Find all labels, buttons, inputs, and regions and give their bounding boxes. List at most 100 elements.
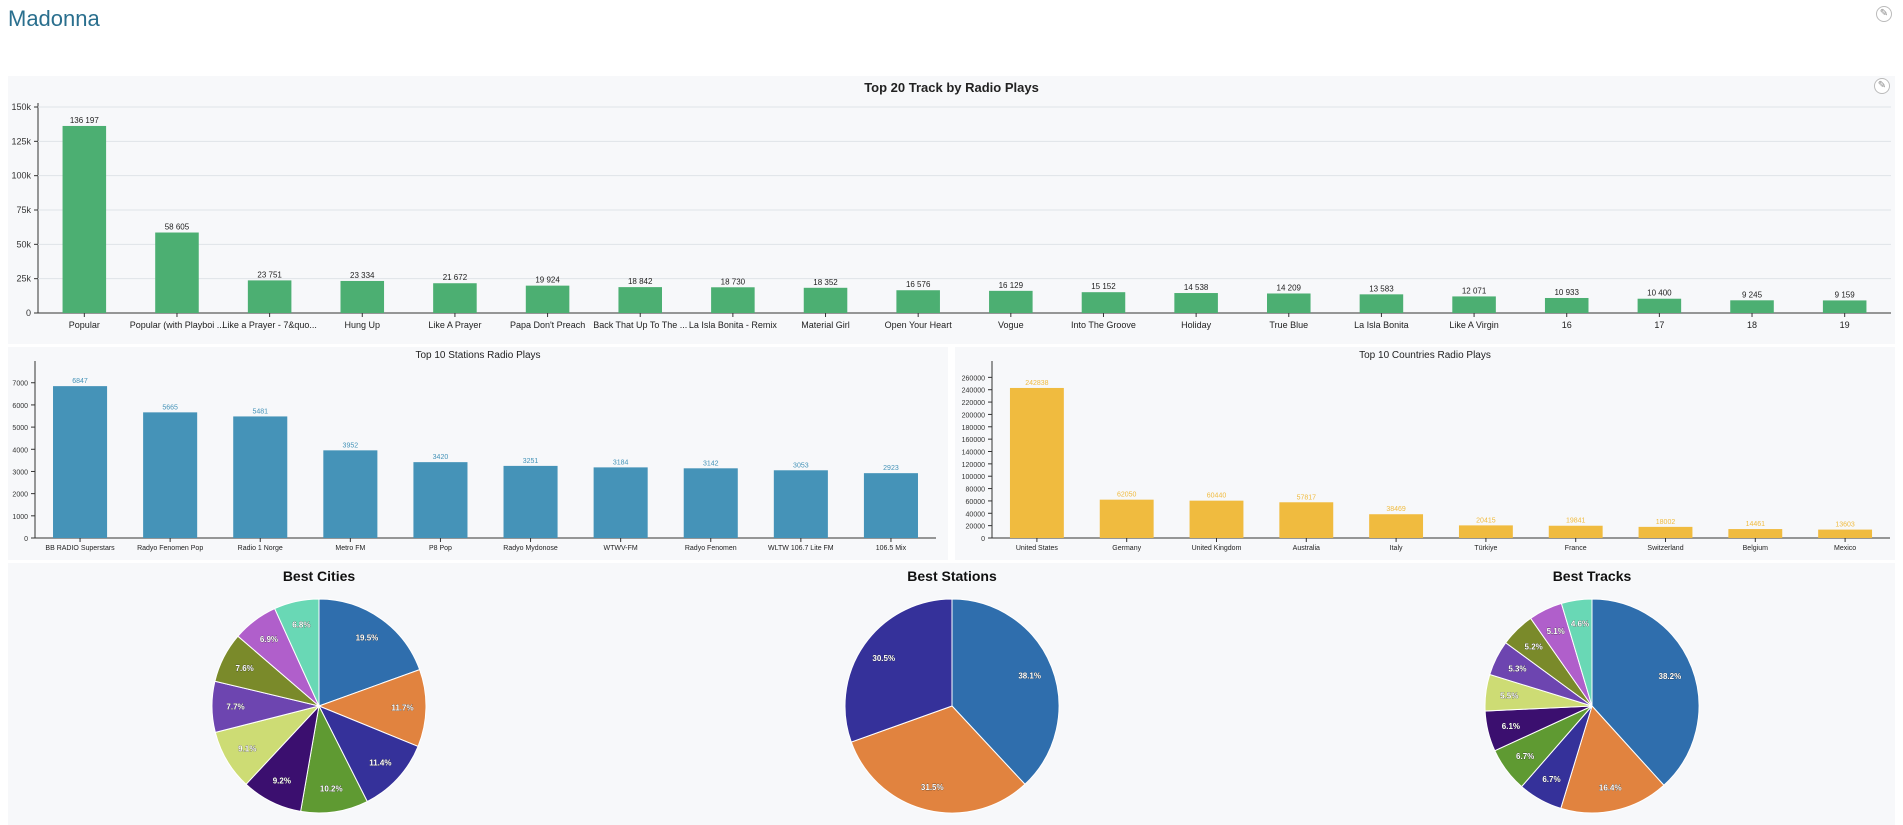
y-tick-label: 60000 bbox=[966, 499, 986, 506]
bar bbox=[1458, 525, 1513, 538]
y-tick-label: 80000 bbox=[966, 487, 986, 494]
y-tick-label: 25k bbox=[16, 274, 31, 284]
y-tick-label: 240000 bbox=[962, 388, 985, 395]
pie-slice-label: 9.1% bbox=[238, 745, 256, 754]
x-tick-label: La Isla Bonita - Remix bbox=[689, 320, 778, 330]
y-tick-label: 140000 bbox=[962, 450, 985, 457]
x-tick-label: Holiday bbox=[1181, 320, 1212, 330]
bar bbox=[863, 473, 918, 538]
bar bbox=[1730, 300, 1774, 313]
tracks-bar-chart: Top 20 Track by Radio Plays 0 25k 50k 75k 100… bbox=[11, 80, 1891, 330]
x-tick-label: Radyo Fenomen Pop bbox=[137, 545, 203, 552]
pie-slice bbox=[850, 705, 1026, 814]
stations-bar-chart: Top 10 Stations Radio Plays 0 1000 2000 3000… bbox=[12, 350, 936, 552]
bar-value-label: 16 129 bbox=[999, 281, 1024, 290]
x-tick-label: Hung Up bbox=[345, 320, 381, 330]
x-tick-label: WLTW 106.7 Lite FM bbox=[768, 545, 834, 552]
bar bbox=[1359, 294, 1404, 313]
pie-slice-label: 38.1% bbox=[1018, 671, 1041, 680]
chart-title: Best Cities bbox=[283, 568, 356, 584]
pie-slice-label: 31.5% bbox=[921, 783, 944, 792]
x-tick-label: United Kingdom bbox=[1192, 545, 1242, 552]
pencil-icon[interactable]: ✎ bbox=[1874, 78, 1890, 94]
pie-slice-label: 6.1% bbox=[1502, 722, 1520, 731]
x-tick-label: Vogue bbox=[998, 320, 1024, 330]
y-tick-label: 100000 bbox=[962, 474, 985, 481]
bar-value-label: 18 842 bbox=[628, 277, 653, 286]
x-tick-label: Radio 1 Norge bbox=[238, 545, 283, 552]
bar-value-label: 12 071 bbox=[1462, 286, 1487, 295]
bar-value-label: 3420 bbox=[433, 454, 449, 461]
x-tick-label: Back That Up To The ... bbox=[593, 320, 687, 330]
tracks-chart-panel: Top 20 Track by Radio Plays 0 25k 50k 75k 100… bbox=[8, 76, 1895, 344]
pie-slice-label: 5.2% bbox=[1525, 642, 1543, 651]
bar bbox=[773, 470, 828, 538]
x-tick-label: Open Your Heart bbox=[885, 320, 953, 330]
bar bbox=[323, 450, 378, 538]
bar-value-label: 16 576 bbox=[906, 280, 931, 289]
x-tick-label: Radyo Mydonose bbox=[503, 545, 558, 552]
x-tick-label: Like A Prayer bbox=[428, 320, 481, 330]
bar bbox=[1548, 525, 1603, 538]
bar bbox=[143, 412, 198, 538]
pie-slice bbox=[318, 598, 421, 707]
bar bbox=[1009, 387, 1064, 538]
y-tick-label: 0 bbox=[26, 308, 31, 318]
bar-value-label: 20415 bbox=[1476, 517, 1496, 524]
y-tick-label: 40000 bbox=[966, 511, 986, 518]
y-tick-label: 260000 bbox=[962, 375, 985, 382]
y-tick-label: 4000 bbox=[12, 447, 28, 454]
bar bbox=[155, 232, 199, 313]
bar bbox=[1267, 293, 1311, 313]
bar bbox=[433, 283, 477, 313]
pie-slice-label: 11.7% bbox=[391, 704, 413, 713]
y-tick-label: 150k bbox=[11, 102, 31, 112]
bar bbox=[803, 287, 848, 313]
bar-value-label: 60440 bbox=[1207, 493, 1227, 500]
y-tick-label: 100k bbox=[11, 171, 31, 181]
y-tick-label: 120000 bbox=[962, 462, 985, 469]
bar-value-label: 3184 bbox=[613, 459, 629, 466]
x-tick-label: United States bbox=[1016, 545, 1059, 552]
pie-slice bbox=[317, 705, 419, 803]
pie-slice-label: 4.6% bbox=[1571, 619, 1589, 628]
pie-slice bbox=[1591, 598, 1700, 786]
chart-title: Top 10 Stations Radio Plays bbox=[415, 350, 540, 361]
chart-title: Best Stations bbox=[907, 568, 997, 584]
x-tick-label: Mexico bbox=[1834, 545, 1856, 552]
y-tick-label: 5000 bbox=[12, 425, 28, 432]
x-tick-label: Switzerland bbox=[1647, 545, 1683, 552]
bar-value-label: 23 334 bbox=[350, 271, 375, 280]
pie-slice-label: 5.5% bbox=[1500, 692, 1518, 701]
chart-title: Top 10 Countries Radio Plays bbox=[1359, 350, 1491, 361]
bar-value-label: 62050 bbox=[1117, 492, 1137, 499]
pie-slice-label: 6.7% bbox=[1542, 775, 1560, 784]
bar-value-label: 18 352 bbox=[813, 278, 838, 287]
pie-slice-label: 6.7% bbox=[1516, 752, 1534, 761]
pie-slice-label: 19.5% bbox=[356, 634, 379, 643]
bar bbox=[1452, 296, 1496, 313]
bar-value-label: 2923 bbox=[883, 465, 899, 472]
bar-value-label: 136 197 bbox=[70, 116, 99, 125]
stations-chart-panel: Top 10 Stations Radio Plays 0 1000 2000 3000… bbox=[8, 347, 948, 560]
bar-value-label: 14461 bbox=[1746, 521, 1766, 528]
bar bbox=[340, 280, 385, 313]
pie-slice bbox=[1560, 705, 1665, 814]
bar bbox=[896, 290, 940, 313]
x-tick-label: Türkiye bbox=[1474, 545, 1497, 552]
bar bbox=[1728, 529, 1783, 538]
x-tick-label: WTWV-FM bbox=[604, 545, 638, 552]
bar-value-label: 3952 bbox=[343, 442, 359, 449]
y-tick-label: 75k bbox=[16, 205, 31, 215]
pencil-icon[interactable]: ✎ bbox=[1876, 6, 1892, 22]
x-tick-label: P8 Pop bbox=[429, 545, 452, 552]
bar-value-label: 9 159 bbox=[1835, 290, 1856, 299]
x-tick-label: True Blue bbox=[1269, 320, 1308, 330]
pie-slice bbox=[317, 668, 427, 748]
pie-slice-label: 38.2% bbox=[1659, 672, 1682, 681]
bar-value-label: 38469 bbox=[1386, 506, 1406, 513]
pie-slice-label: 10.2% bbox=[320, 785, 343, 794]
bar bbox=[62, 125, 107, 313]
bar bbox=[503, 465, 558, 538]
chart-title: Best Tracks bbox=[1553, 568, 1632, 584]
